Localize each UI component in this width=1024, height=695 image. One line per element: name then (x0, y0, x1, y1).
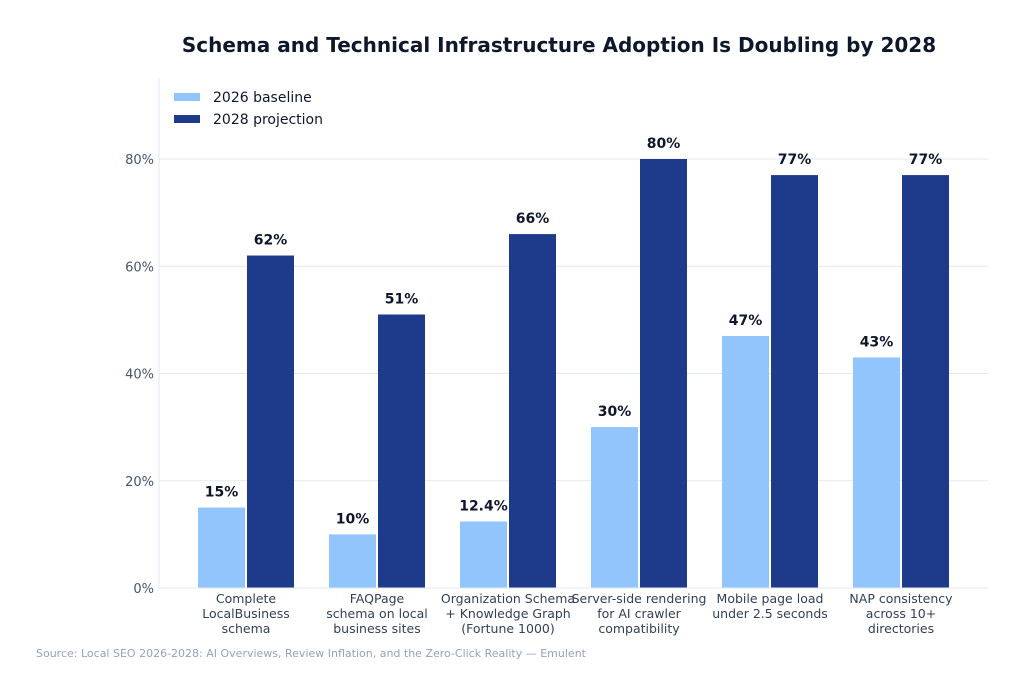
x-tick-label: NAP consistency (849, 591, 953, 606)
y-axis: 0% 20% 40% 60% 80% (125, 78, 160, 597)
legend-swatch (174, 115, 200, 123)
legend-label: 2028 projection (213, 112, 323, 128)
data-label: 43% (860, 334, 894, 350)
bar-2028 (378, 314, 425, 588)
x-tick-label: FAQPage (350, 591, 405, 606)
data-label: 77% (909, 152, 943, 168)
bar-2026 (853, 357, 900, 588)
bar-2028 (771, 175, 818, 588)
bars: 15% 62% 10% 51% 12.4% 66% 30% 80% 47% 77% 43% 77% (198, 136, 949, 588)
legend-label: 2026 baseline (213, 90, 312, 106)
chart-title: Schema and Technical Infrastructure Adop… (182, 33, 936, 57)
data-label: 66% (516, 211, 550, 227)
data-label: 15% (205, 485, 239, 501)
data-label: 30% (598, 404, 632, 420)
x-tick-label: business sites (333, 621, 421, 636)
bar-2028 (902, 175, 949, 588)
data-label: 10% (336, 511, 370, 527)
data-label: 62% (254, 233, 288, 249)
x-tick-label: directories (868, 621, 934, 636)
x-tick-label: compatibility (598, 621, 680, 636)
x-tick-label: schema (222, 621, 271, 636)
data-label: 12.4% (459, 499, 508, 515)
x-tick-label: across 10+ (866, 606, 936, 621)
bar-2026 (460, 521, 507, 588)
y-tick-label: 0% (133, 582, 154, 597)
data-label: 51% (385, 292, 419, 308)
x-tick-label: (Fortune 1000) (461, 621, 555, 636)
x-tick-label: schema on local (326, 606, 427, 621)
x-tick-label: + Knowledge Graph (445, 606, 570, 621)
bar-2028 (509, 234, 556, 588)
x-tick-label: Mobile page load (717, 591, 824, 606)
bar-2026 (198, 507, 245, 588)
bar-2026 (591, 427, 638, 588)
y-tick-label: 80% (125, 153, 154, 168)
bar-2026 (722, 335, 769, 588)
x-tick-label: Complete (216, 591, 277, 606)
data-label: 80% (647, 136, 681, 152)
bar-2026 (329, 534, 376, 588)
x-tick-label: under 2.5 seconds (712, 606, 828, 621)
y-tick-label: 20% (125, 475, 154, 490)
data-label: 77% (778, 152, 812, 168)
x-tick-label: LocalBusiness (202, 606, 290, 621)
bar-2028 (640, 159, 687, 588)
y-tick-label: 60% (125, 260, 154, 275)
x-tick-label: Organization Schema (441, 591, 575, 606)
x-tick-label: for AI crawler (597, 606, 681, 621)
bar-2028 (247, 255, 294, 588)
source-note: Source: Local SEO 2026-2028: AI Overview… (36, 647, 587, 660)
y-tick-label: 40% (125, 368, 154, 383)
data-label: 47% (729, 313, 763, 329)
x-tick-label: Server-side rendering (572, 591, 707, 606)
legend-swatch (174, 93, 200, 101)
gridlines (159, 158, 988, 482)
legend: 2026 baseline 2028 projection (174, 90, 323, 128)
